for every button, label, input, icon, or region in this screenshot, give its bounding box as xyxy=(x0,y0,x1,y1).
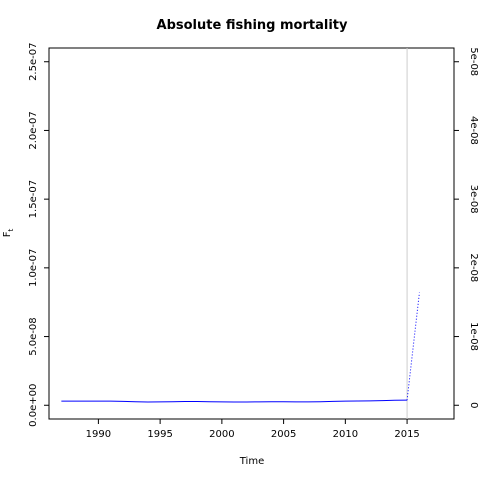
y-tick-label: 2.0e-07 xyxy=(28,111,39,149)
y-tick-label: 1.0e-07 xyxy=(28,249,39,287)
x-tick-label: 2010 xyxy=(333,429,358,440)
x-tick-label: 1995 xyxy=(147,429,172,440)
series-line-1 xyxy=(406,292,420,401)
x-axis-label: Time xyxy=(239,456,264,467)
y-axis-right: 0 1e-08 2e-08 3e-08 4e-08 5e-08 xyxy=(454,47,479,408)
y2-tick-label: 3e-08 xyxy=(468,185,479,214)
x-axis: 1990 1995 2000 2005 2010 2015 xyxy=(86,419,420,440)
x-tick-label: 2015 xyxy=(394,429,419,440)
y-tick-label: 2.5e-07 xyxy=(28,43,39,81)
y2-tick-label: 5e-08 xyxy=(468,47,479,76)
x-tick-label: 1990 xyxy=(86,429,111,440)
y2-tick-label: 1e-08 xyxy=(468,322,479,351)
y-axis-label-group: Ft xyxy=(2,228,15,237)
y-tick-label: 0.0e+00 xyxy=(28,384,39,427)
y-axis-left: 0.0e+00 5.0e-08 1.0e-07 1.5e-07 2.0e-07 2.5e-… xyxy=(28,43,49,427)
y-tick-label: 5.0e-08 xyxy=(28,317,39,355)
x-tick-label: 2005 xyxy=(271,429,296,440)
y-axis-label-subscript: t xyxy=(7,228,15,231)
y-axis-label: Ft xyxy=(2,228,15,237)
y-tick-label: 1.5e-07 xyxy=(28,180,39,218)
y2-tick-label: 0 xyxy=(468,402,479,408)
y-axis-label-main: F xyxy=(2,231,13,237)
series-line-0 xyxy=(61,399,408,403)
y2-tick-label: 4e-08 xyxy=(468,116,479,145)
plot-frame xyxy=(48,47,455,420)
x-tick-label: 2000 xyxy=(209,429,234,440)
series-layer xyxy=(61,292,420,403)
y2-tick-label: 2e-08 xyxy=(468,253,479,282)
chart-title: Absolute fishing mortality xyxy=(157,18,348,33)
